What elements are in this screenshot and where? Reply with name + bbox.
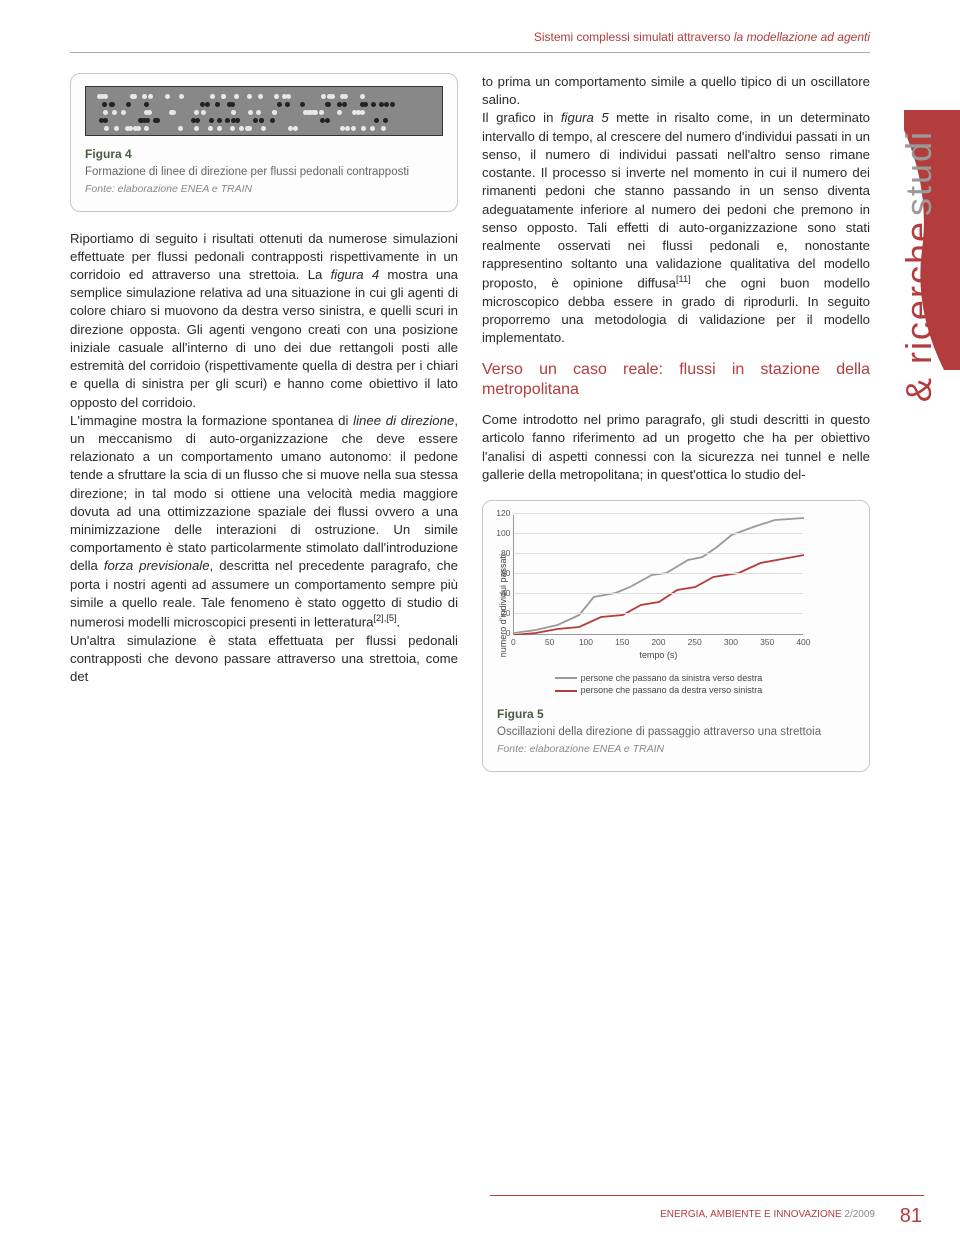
chart-legend: persone che passano da sinistra verso de… <box>513 672 803 697</box>
line-chart: 020406080100120 <box>513 515 803 635</box>
col1-para-2: L'immagine mostra la formazione spontane… <box>70 412 458 632</box>
figure-4-simulation <box>85 86 443 136</box>
figure-5-desc: Oscillazioni della direzione di passaggi… <box>497 725 855 741</box>
figure-4-box: Figura 4 Formazione di linee di direzion… <box>70 73 458 212</box>
footer-journal: ENERGIA, AMBIENTE E INNOVAZIONE <box>660 1209 842 1220</box>
content-columns: Figura 4 Formazione di linee di direzion… <box>70 73 870 772</box>
page-number: 81 <box>900 1205 922 1228</box>
col2-para-2: Come introdotto nel primo paragrafo, gli… <box>482 411 870 484</box>
footer-rule <box>490 1195 924 1196</box>
figure-5-box: numero d'individui passati 0204060801001… <box>482 500 870 772</box>
col1-para-1: Riportiamo di seguito i risultati ottenu… <box>70 230 458 412</box>
page-container: Sistemi complessi simulati attraverso la… <box>0 0 960 802</box>
legend-item-1: persone che passano da sinistra verso de… <box>513 672 803 684</box>
figure-5-title: Figura 5 <box>497 706 855 723</box>
section-heading: Verso un caso reale: flussi in stazione … <box>482 360 870 402</box>
footer: ENERGIA, AMBIENTE E INNOVAZIONE 2/2009 <box>660 1209 875 1220</box>
col1-para-3: Un'altra simulazione è stata effettuata … <box>70 632 458 687</box>
figure-4-desc: Formazione di linee di direzione per flu… <box>85 165 443 181</box>
sidebar-text-2: & ricerche <box>898 220 940 402</box>
running-header: Sistemi complessi simulati attraverso la… <box>70 30 870 44</box>
chart-wrap: numero d'individui passati 0204060801001… <box>497 515 855 696</box>
figure-4-title: Figura 4 <box>85 146 443 163</box>
sidebar-label: studi & ricerche <box>898 130 940 402</box>
sidebar-text-1: studi <box>898 130 940 216</box>
column-right: to prima un comportamento simile a quell… <box>482 73 870 772</box>
header-italic: la modellazione ad agenti <box>734 30 870 44</box>
legend-item-2: persone che passano da destra verso sini… <box>513 684 803 696</box>
col2-para-1: to prima un comportamento simile a quell… <box>482 73 870 348</box>
header-text: Sistemi complessi simulati attraverso <box>534 30 731 44</box>
figure-4-source: Fonte: elaborazione ENEA e TRAIN <box>85 182 443 196</box>
chart-xlabel: tempo (s) <box>513 649 803 661</box>
footer-issue: 2/2009 <box>844 1209 875 1220</box>
column-left: Figura 4 Formazione di linee di direzion… <box>70 73 458 772</box>
header-rule <box>70 52 870 53</box>
figure-5-source: Fonte: elaborazione ENEA e TRAIN <box>497 742 855 756</box>
